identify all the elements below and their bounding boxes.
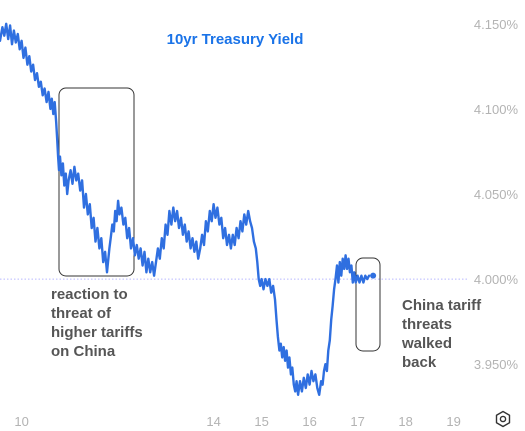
y-tick-label: 3.950% xyxy=(474,357,519,372)
x-tick-label: 17 xyxy=(350,414,364,429)
highlight-box-left xyxy=(58,87,135,277)
y-axis: 4.150% 4.100% 4.050% 4.000% 3.950% xyxy=(474,17,519,372)
annotation-tariff-walked-back: China tariff threats walked back xyxy=(402,296,481,372)
annotation-line: reaction to xyxy=(51,286,128,303)
x-tick-label: 10 xyxy=(14,414,28,429)
annotation-line: threats xyxy=(402,316,453,333)
annotation-line: back xyxy=(402,354,437,371)
y-tick-label: 4.150% xyxy=(474,17,519,32)
x-tick-label: 18 xyxy=(398,414,412,429)
settings-icon-glyph xyxy=(495,410,511,428)
highlight-box-right xyxy=(355,257,381,352)
annotation-line: threat of xyxy=(51,305,111,322)
last-point-marker xyxy=(370,272,377,279)
x-tick-label: 19 xyxy=(446,414,460,429)
x-axis: 10 14 15 16 17 18 19 xyxy=(14,414,460,429)
y-tick-label: 4.000% xyxy=(474,272,519,287)
series-line-10yr-yield xyxy=(0,22,371,396)
annotation-line: China tariff xyxy=(402,297,482,314)
x-tick-label: 16 xyxy=(302,414,316,429)
annotation-line: on China xyxy=(51,343,116,360)
y-tick-label: 4.100% xyxy=(474,102,519,117)
annotation-line: walked xyxy=(402,335,453,352)
annotation-line: higher tariffs xyxy=(51,324,143,341)
y-tick-label: 4.050% xyxy=(474,187,519,202)
x-tick-label: 15 xyxy=(254,414,268,429)
x-tick-label: 14 xyxy=(206,414,220,429)
settings-icon[interactable] xyxy=(492,408,514,430)
chart-title: 10yr Treasury Yield xyxy=(166,31,304,48)
annotation-tariff-threat: reaction to threat of higher tariffs on … xyxy=(51,285,143,361)
